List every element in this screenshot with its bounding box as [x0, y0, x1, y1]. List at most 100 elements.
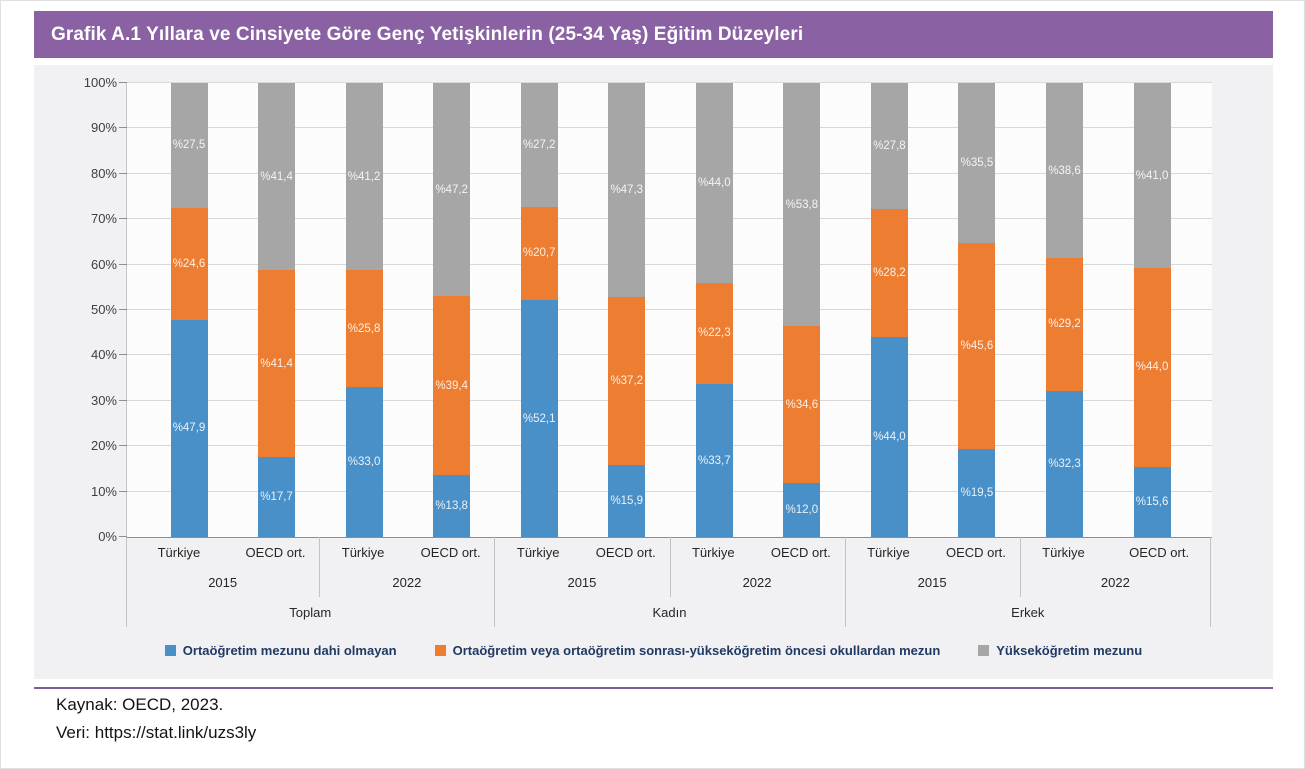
- y-tick-mark: [119, 263, 127, 265]
- y-gridline: [127, 127, 1212, 129]
- bar-segment-below-upper-secondary: %32,3: [1046, 390, 1083, 537]
- bar-value-label: %13,8: [435, 499, 468, 512]
- x-tick-label: Türkiye: [691, 544, 735, 560]
- bar-segment-tertiary: %27,2: [520, 83, 558, 207]
- legend-item-0: Ortaöğretim mezunu dahi olmayan: [164, 643, 397, 658]
- bar-value-label: %27,5: [172, 139, 206, 152]
- y-tick-label: 80%: [90, 165, 117, 181]
- y-tick-label: 90%: [90, 120, 117, 136]
- legend-swatch-icon: [978, 645, 990, 656]
- y-tick-mark: [119, 218, 127, 220]
- bar-segment-upper-secondary: %29,2: [1046, 258, 1083, 391]
- bar-Toplam-2015-OECD ort.: %17,7 %41,4 %41,4: [258, 83, 296, 537]
- bar-segment-upper-secondary: %22,3: [695, 282, 733, 385]
- bar-value-label: %38,6: [1048, 164, 1081, 177]
- bar-value-label: %47,2: [435, 183, 468, 196]
- legend-item-2: Yükseköğretim mezunu: [978, 643, 1142, 658]
- bar-value-label: %53,8: [785, 198, 819, 211]
- bar-Toplam-2022-OECD ort.: %13,8 %39,4 %47,2: [433, 83, 471, 537]
- bar-value-label: %41,0: [1135, 169, 1169, 182]
- x-tick-label: Türkiye: [516, 544, 560, 560]
- bar-value-label: %20,7: [522, 247, 556, 260]
- x-axis-separator: [1019, 537, 1021, 597]
- x-axis-separator: [494, 537, 496, 627]
- bar-value-label: %39,4: [435, 379, 468, 392]
- bar-value-label: %44,0: [873, 431, 906, 444]
- x-axis-separator: [126, 537, 127, 627]
- bar-value-label: %37,2: [610, 375, 644, 387]
- y-tick-mark: [119, 354, 127, 356]
- x-tick-label: OECD ort.: [595, 544, 656, 560]
- x-axis-separator: [669, 537, 671, 597]
- x-tick-label: OECD ort.: [245, 544, 306, 560]
- bar-segment-upper-secondary: %45,6: [958, 243, 996, 449]
- x-group-label: Toplam: [289, 604, 332, 620]
- bar-segment-tertiary: %44,0: [695, 83, 733, 283]
- y-tick-label: 70%: [90, 211, 117, 227]
- x-axis-separator: [844, 537, 846, 627]
- chart-legend: Ortaöğretim mezunu dahi olmayan Ortaöğret…: [34, 643, 1273, 658]
- source-note: Kaynak: OECD, 2023.: [56, 695, 224, 714]
- bar-segment-tertiary: %38,6: [1046, 83, 1083, 259]
- bar-value-label: %41,4: [260, 357, 293, 370]
- bar-value-label: %22,3: [697, 327, 731, 340]
- bar-segment-upper-secondary: %44,0: [1133, 268, 1171, 467]
- y-tick-label: 60%: [90, 256, 117, 272]
- bar-value-label: %33,7: [697, 454, 731, 467]
- bar-value-label: %41,2: [347, 170, 381, 183]
- bar-value-label: %45,6: [960, 340, 994, 353]
- bar-segment-tertiary: %41,0: [1133, 83, 1171, 269]
- x-axis-separator: [319, 537, 321, 597]
- legend-label: Yükseköğretim mezunu: [996, 643, 1143, 658]
- bar-value-label: %47,3: [610, 183, 644, 196]
- y-gridline: [127, 309, 1212, 310]
- bar-segment-tertiary: %27,8: [870, 83, 908, 210]
- bar-segment-tertiary: %47,3: [608, 83, 646, 297]
- bar-value-label: %25,8: [347, 322, 381, 335]
- bar-segment-upper-secondary: %28,2: [870, 209, 908, 338]
- chart-card: 0% 10% 20% 30% 40% 50% 60% 70% 80% 90% 100% %47,9 %2…: [34, 65, 1273, 679]
- bar-segment-upper-secondary: %24,6: [170, 207, 208, 320]
- y-tick-label: 20%: [90, 438, 117, 454]
- x-axis-table: Türkiye OECD ort. Türkiye OECD ort. Türkiye O…: [126, 537, 1211, 627]
- bar-value-label: %28,2: [873, 267, 906, 280]
- y-gridline: [127, 172, 1212, 174]
- y-gridline: [127, 354, 1212, 356]
- bar-segment-upper-secondary: %39,4: [433, 296, 471, 475]
- figure-title-bar: Grafik A.1 Yıllara ve Cinsiyete Göre Gen…: [34, 11, 1273, 58]
- legend-swatch-icon: [164, 645, 176, 656]
- bar-segment-below-upper-secondary: %12,0: [783, 482, 821, 537]
- x-tick-label: Türkiye: [867, 544, 910, 560]
- bar-segment-below-upper-secondary: %52,1: [520, 300, 558, 537]
- bar-value-label: %17,7: [260, 491, 293, 504]
- x-tick-label: OECD ort.: [770, 544, 831, 560]
- x-tick-label: OECD ort.: [420, 544, 481, 560]
- y-tick-mark: [119, 127, 127, 129]
- bar-Erkek-2015-OECD ort.: %19,5 %45,6 %35,5: [958, 83, 996, 537]
- bar-value-label: %52,1: [522, 412, 556, 425]
- bar-segment-upper-secondary: %25,8: [345, 270, 383, 388]
- bar-segment-below-upper-secondary: %33,7: [695, 384, 733, 537]
- bar-value-label: %47,9: [172, 422, 206, 435]
- plot-area: 0% 10% 20% 30% 40% 50% 60% 70% 80% 90% 100% %47,9 %2…: [84, 75, 1212, 544]
- y-tick-mark: [119, 309, 127, 310]
- bar-value-label: %27,2: [522, 138, 556, 151]
- bar-segment-tertiary: %53,8: [783, 83, 821, 327]
- bar-Erkek-2022-Türkiye: %32,3 %29,2 %38,6: [1046, 83, 1083, 537]
- x-tick-label: Türkiye: [157, 544, 201, 560]
- x-year-label: 2022: [1100, 574, 1130, 590]
- x-year-label: 2015: [917, 574, 947, 590]
- bar-value-label: %34,6: [785, 398, 819, 411]
- bar-Kadın-2022-Türkiye: %33,7 %22,3 %44,0: [695, 83, 733, 537]
- bar-segment-upper-secondary: %20,7: [520, 206, 558, 301]
- legend-label: Ortaöğretim veya ortaöğretim sonrası-yük…: [452, 643, 941, 658]
- bar-segment-tertiary: %27,5: [170, 83, 208, 208]
- bar-Kadın-2015-OECD ort.: %15,9 %37,2 %47,3: [608, 83, 646, 537]
- x-tick-label: OECD ort.: [1129, 544, 1190, 560]
- bar-value-label: %29,2: [1048, 318, 1081, 331]
- x-axis-separator: [1210, 537, 1211, 627]
- legend-swatch-icon: [434, 645, 446, 656]
- y-tick-label: 0%: [98, 529, 117, 544]
- bar-segment-tertiary: %35,5: [958, 83, 996, 244]
